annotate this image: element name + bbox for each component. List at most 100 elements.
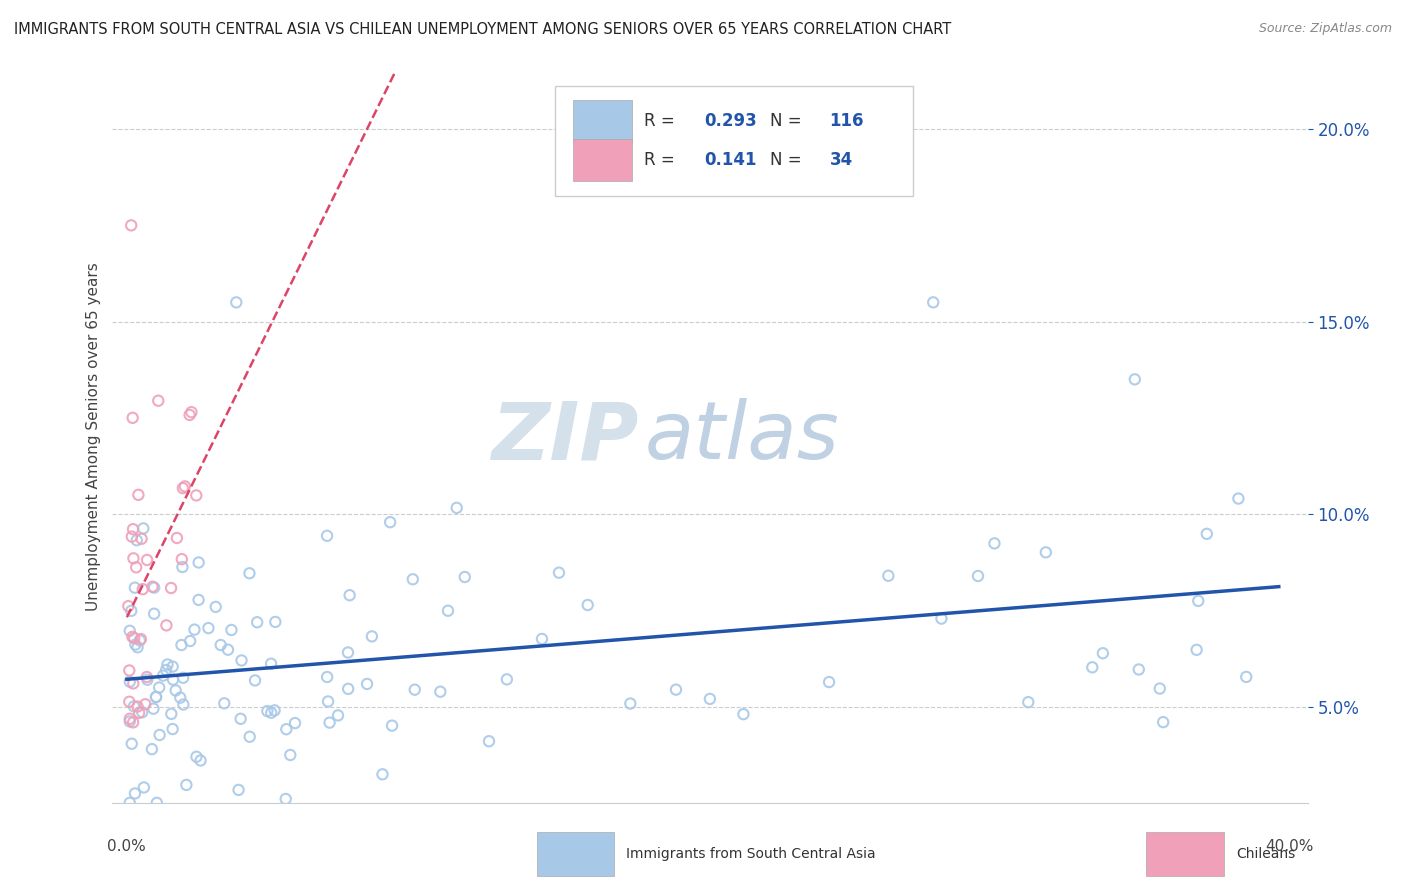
Point (160, 706, 183, 721)
Text: 116: 116 (830, 112, 865, 130)
Point (187, 556, 209, 570)
Point (125, 533, 148, 548)
Point (209, 638, 232, 652)
Point (1187, 594, 1209, 608)
Point (214, 696, 236, 710)
Point (148, 681, 170, 695)
Text: Source: ZipAtlas.com: Source: ZipAtlas.com (1258, 22, 1392, 36)
Text: Immigrants from South Central Asia: Immigrants from South Central Asia (627, 847, 876, 861)
Point (1227, 491, 1250, 506)
Point (665, 682, 688, 697)
Point (170, 638, 193, 652)
Point (922, 295, 945, 310)
Point (124, 787, 146, 801)
Point (478, 734, 501, 748)
Point (1035, 545, 1057, 559)
Point (877, 568, 900, 582)
FancyBboxPatch shape (537, 832, 614, 876)
Point (172, 560, 194, 574)
Point (1017, 695, 1039, 709)
Point (316, 694, 339, 708)
Point (127, 699, 149, 714)
Point (128, 706, 150, 720)
Point (121, 630, 143, 644)
Point (1128, 663, 1150, 677)
Point (243, 673, 266, 688)
Point (162, 722, 184, 736)
Point (143, 581, 166, 595)
Point (145, 690, 167, 704)
Point (143, 607, 166, 621)
Point (125, 560, 148, 574)
Point (136, 673, 159, 687)
Point (120, 219, 142, 233)
Point (170, 552, 193, 566)
Point (239, 730, 262, 744)
Point (180, 405, 202, 419)
Point (124, 638, 146, 652)
FancyBboxPatch shape (554, 86, 914, 195)
Point (122, 551, 145, 566)
Text: 0.0%: 0.0% (107, 839, 145, 855)
Point (361, 629, 384, 643)
Point (179, 408, 201, 422)
Point (404, 682, 426, 697)
Text: 40.0%: 40.0% (1265, 839, 1313, 855)
Point (263, 703, 285, 717)
Point (118, 695, 141, 709)
Point (165, 683, 187, 698)
Point (229, 712, 252, 726)
Point (619, 697, 641, 711)
Point (1123, 372, 1146, 386)
Text: ZIP: ZIP (491, 398, 638, 476)
Point (336, 646, 359, 660)
Point (1091, 646, 1114, 660)
Point (162, 673, 184, 687)
Point (128, 633, 150, 648)
Point (402, 572, 425, 586)
Point (118, 674, 141, 689)
Point (818, 675, 841, 690)
Text: R =: R = (644, 112, 681, 130)
Point (155, 663, 177, 677)
Point (169, 690, 191, 705)
Point (221, 623, 243, 637)
Point (162, 659, 184, 673)
Point (326, 708, 349, 723)
Text: IMMIGRANTS FROM SOUTH CENTRAL ASIA VS CHILEAN UNEMPLOYMENT AMONG SENIORS OVER 65: IMMIGRANTS FROM SOUTH CENTRAL ASIA VS CH… (14, 22, 952, 37)
Point (160, 581, 183, 595)
Point (437, 604, 460, 618)
Point (118, 796, 141, 810)
Text: Chileans: Chileans (1236, 847, 1295, 861)
Point (1152, 715, 1174, 730)
Point (318, 715, 340, 730)
Point (530, 632, 553, 646)
Point (176, 778, 198, 792)
Point (142, 702, 165, 716)
Point (699, 692, 721, 706)
Point (454, 570, 477, 584)
Point (141, 580, 163, 594)
FancyBboxPatch shape (572, 138, 633, 181)
Point (238, 566, 260, 581)
Point (967, 569, 990, 583)
Point (172, 481, 194, 495)
Point (122, 699, 145, 714)
Point (174, 479, 197, 493)
Point (132, 582, 155, 596)
Point (316, 670, 339, 684)
Point (124, 581, 146, 595)
Point (1149, 681, 1171, 696)
Point (122, 631, 145, 645)
Text: N =: N = (770, 151, 807, 169)
Point (148, 393, 170, 408)
FancyBboxPatch shape (1146, 832, 1223, 876)
Point (121, 737, 143, 751)
Point (356, 677, 378, 691)
Text: N =: N = (770, 112, 807, 130)
Point (217, 642, 239, 657)
Point (246, 615, 269, 630)
Point (183, 623, 205, 637)
Text: 34: 34 (830, 151, 853, 169)
Point (983, 536, 1005, 550)
